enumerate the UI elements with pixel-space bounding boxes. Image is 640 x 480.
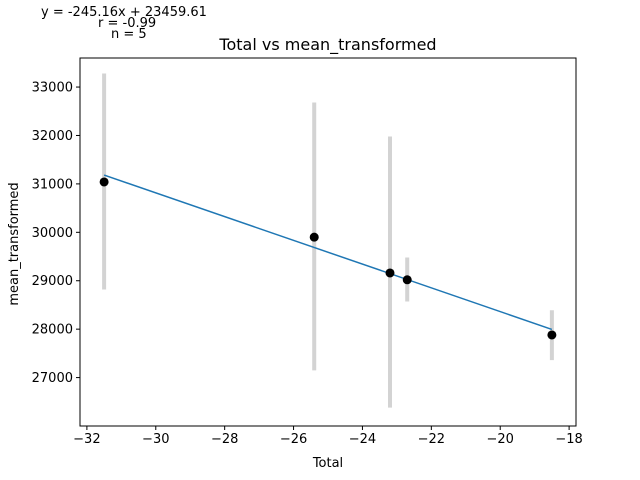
y-tick-label-2: 29000: [32, 274, 73, 289]
axes-group: −32 −30 −28 −26 −24 −22 −20 −18 27000 28000 29000 3…: [32, 57, 583, 447]
x-tick-label-0: −32: [73, 432, 100, 447]
regression-equation: y = -245.16x + 23459.61: [41, 5, 207, 20]
y-tick-label-4: 31000: [32, 177, 73, 192]
y-tick-label-3: 30000: [32, 226, 73, 241]
x-tick-label-3: −26: [280, 432, 307, 447]
plot-frame: [79, 57, 577, 427]
fit-line-group: [103, 174, 553, 331]
data-point-4: [547, 330, 557, 340]
y-tick-label-6: 33000: [32, 81, 73, 96]
errorbars-group: [102, 73, 554, 408]
data-point-1: [309, 232, 319, 242]
points-group: [99, 177, 557, 340]
y-axis-label: mean_transformed: [7, 182, 22, 305]
data-point-3: [402, 275, 412, 285]
regression-line: [103, 174, 553, 331]
data-point-2: [385, 268, 395, 278]
x-tick-label-7: −18: [555, 432, 582, 447]
correlation-coefficient: r = -0.99: [98, 16, 157, 31]
x-tick-label-4: −24: [349, 432, 376, 447]
y-tick-label-5: 32000: [32, 129, 73, 144]
chart-title: Total vs mean_transformed: [218, 35, 436, 55]
x-tick-label-5: −22: [418, 432, 445, 447]
y-tick-label-1: 28000: [32, 323, 73, 338]
x-tick-label-2: −28: [211, 432, 238, 447]
x-axis-label: Total: [312, 456, 343, 471]
x-tick-label-6: −20: [487, 432, 514, 447]
x-tick-label-1: −30: [142, 432, 169, 447]
sample-size: n = 5: [111, 27, 147, 42]
y-tick-label-0: 27000: [32, 371, 73, 386]
data-point-0: [99, 177, 109, 187]
